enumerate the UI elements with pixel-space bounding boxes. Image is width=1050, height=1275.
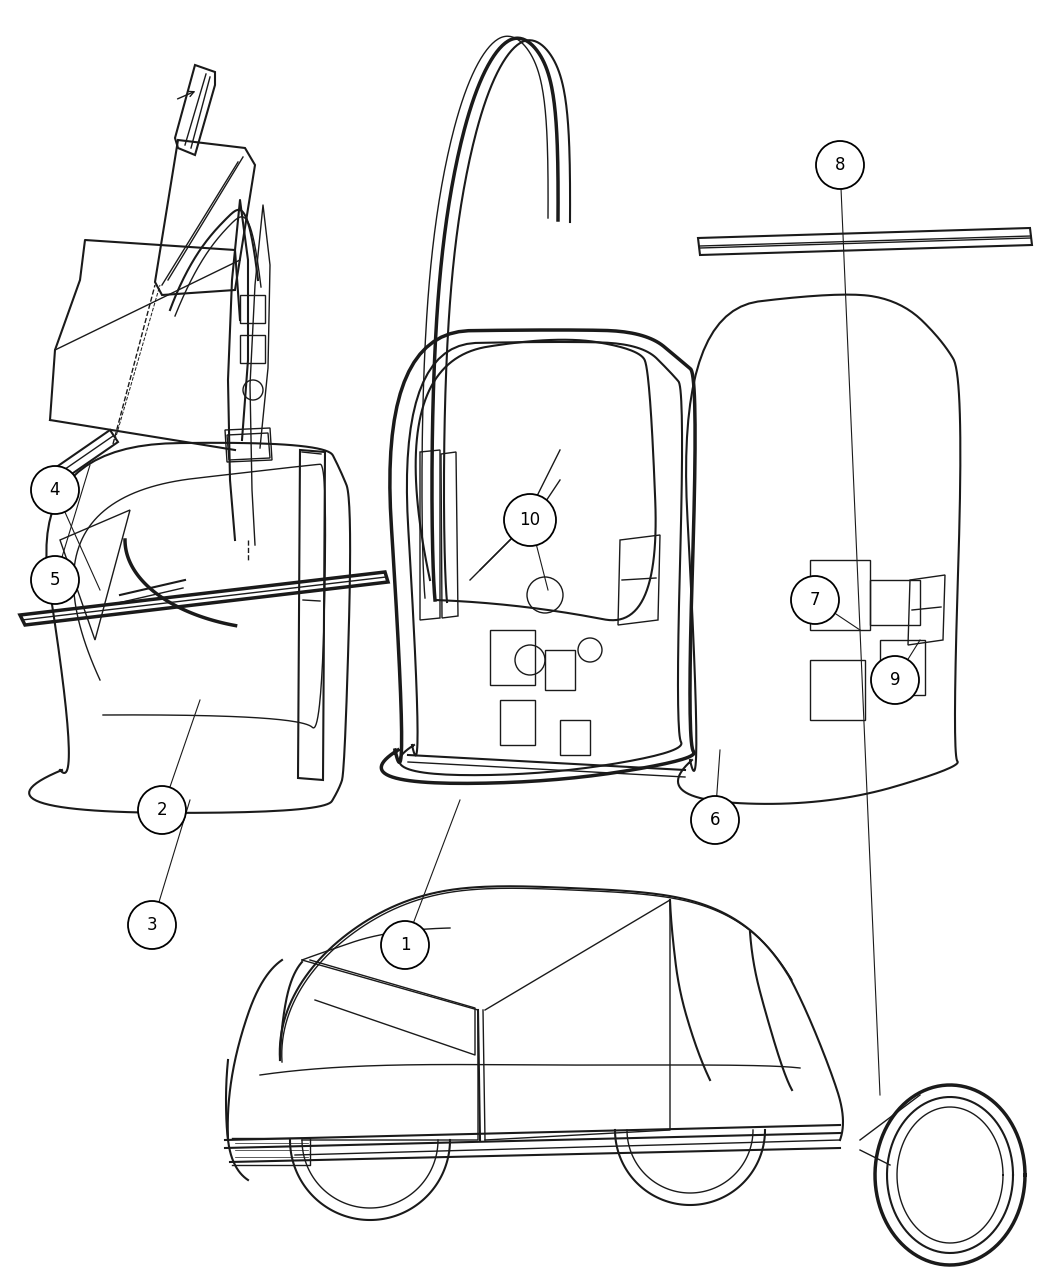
Text: 5: 5	[49, 571, 60, 589]
Text: 3: 3	[147, 915, 157, 935]
Circle shape	[128, 901, 176, 949]
Text: 10: 10	[520, 511, 541, 529]
Text: 6: 6	[710, 811, 720, 829]
Circle shape	[138, 785, 186, 834]
Circle shape	[872, 657, 919, 704]
Text: 2: 2	[156, 801, 167, 819]
Circle shape	[504, 493, 556, 546]
Circle shape	[816, 142, 864, 189]
Text: 7: 7	[810, 592, 820, 609]
Circle shape	[791, 576, 839, 623]
Circle shape	[381, 921, 429, 969]
Circle shape	[691, 796, 739, 844]
Text: 1: 1	[400, 936, 411, 954]
Text: 9: 9	[889, 671, 900, 688]
Circle shape	[32, 465, 79, 514]
Text: 8: 8	[835, 156, 845, 173]
Text: 4: 4	[49, 481, 60, 499]
Circle shape	[32, 556, 79, 604]
